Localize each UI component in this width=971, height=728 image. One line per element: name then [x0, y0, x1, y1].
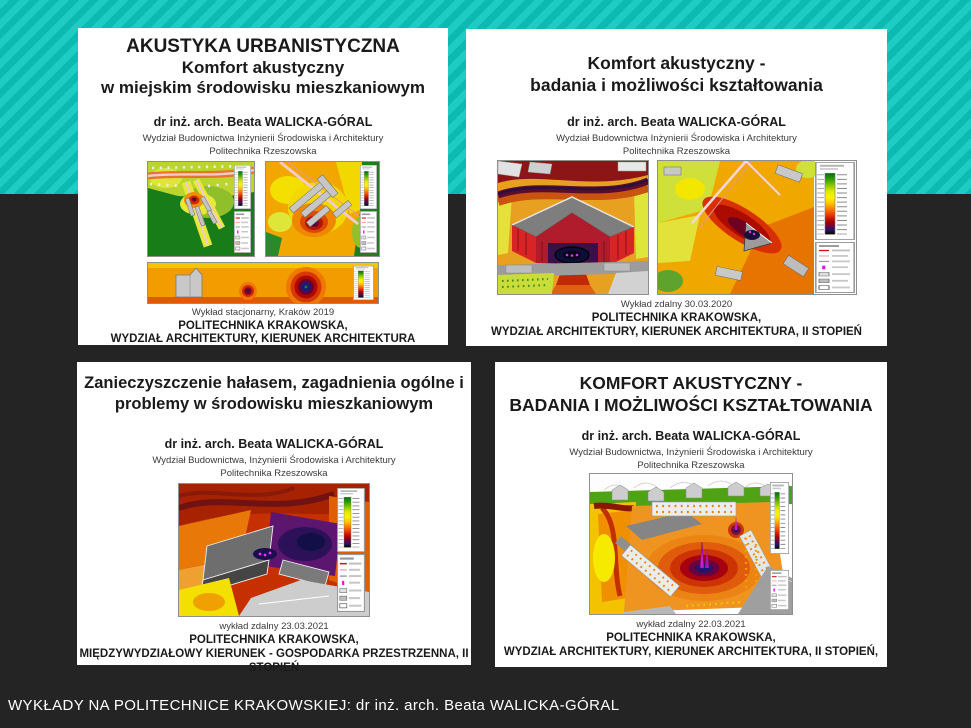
footer-line: WYDZIAŁ ARCHITEKTURY, KIERUNEK ARCHITEKT… [503, 645, 879, 658]
department: Wydział Budownictwa, Inżynierii Środowis… [569, 446, 813, 458]
slide-title: Zanieczyszczenie hałasem, zagadnienia og… [77, 362, 471, 415]
lecture-note: wykład zdalny 23.03.2021 [219, 621, 329, 633]
noise-map-row [495, 472, 887, 615]
slide-komfort-akustyczny-2020: Komfort akustyczny - badania i możliwośc… [466, 29, 887, 346]
slide-title-line: KOMFORT AKUSTYCZNY - [579, 373, 803, 393]
lecture-note: Wykład zdalny 30.03.2020 [620, 298, 733, 310]
footer-line: POLITECHNIKA KRAKOWSKA, [189, 634, 359, 647]
university: Politechnika Rzeszowska [220, 468, 328, 480]
slide-akustyka-urbanistyczna: AKUSTYKA URBANISTYCZNA Komfort akustyczn… [78, 28, 448, 345]
slide-title-line: problemy w środowisku mieszkaniowym [114, 395, 434, 414]
lecture-note: Wykład stacjonarny, Kraków 2019 [191, 306, 335, 318]
slide-title: KOMFORT AKUSTYCZNY - BADANIA I MOŻLIWOŚC… [495, 362, 887, 417]
slide-zanieczyszczenie-halasem: Zanieczyszczenie hałasem, zagadnienia og… [77, 362, 471, 674]
university: Politechnika Rzeszowska [622, 145, 731, 157]
slide-title-line: BADANIA I MOŻLIWOŚCI KSZTAŁTOWANIA [509, 394, 873, 415]
noise-map-plan-orange [264, 160, 380, 257]
noise-map-cross-section [147, 261, 379, 304]
author: dr inż. arch. Beata WALICKA-GÓRAL [567, 114, 786, 129]
lecture-note: wykład zdalny 22.03.2021 [636, 618, 746, 630]
noise-map-row [78, 160, 448, 257]
footer-line: POLITECHNIKA KRAKOWSKA, [591, 311, 762, 324]
noise-map-3d-dark [178, 483, 370, 618]
slide-title-line: w miejskim środowisku mieszkaniowym [100, 78, 426, 98]
footer-line: WYDZIAŁ ARCHITEKTURY, KIERUNEK ARCHITEKT… [110, 333, 416, 346]
slide-title-line: Komfort akustyczny [181, 58, 345, 78]
university: Politechnika Rzeszowska [209, 145, 317, 157]
noise-map-row [466, 159, 887, 295]
department: Wydział Budownictwa Inżynierii Środowisk… [142, 132, 384, 144]
noise-map-plan-green [146, 160, 255, 257]
university: Politechnika Rzeszowska [637, 459, 745, 471]
author: dr inż. arch. Beata WALICKA-GÓRAL [164, 437, 384, 452]
slide-title-line: Komfort akustyczny - [587, 53, 766, 73]
slide-title-line: Zanieczyszczenie hałasem, zagadnienia og… [84, 374, 464, 392]
slide-title-line: badania i możliwości kształtowania [530, 74, 823, 95]
slide-title: AKUSTYKA URBANISTYCZNA Komfort akustyczn… [78, 28, 448, 99]
author: dr inż. arch. Beata WALICKA-GÓRAL [581, 428, 801, 443]
footer-line: POLITECHNIKA KRAKOWSKA, [178, 319, 348, 332]
footer-line: POLITECHNIKA KRAKOWSKA, [606, 631, 776, 644]
noise-map-row [77, 483, 471, 618]
department: Wydział Budownictwa Inżynierii Środowisk… [556, 132, 797, 144]
noise-map-row [78, 261, 448, 304]
collage-caption: WYKŁADY NA POLITECHNICE KRAKOWSKIEJ: dr … [8, 697, 620, 714]
noise-map-3d-courtyard [589, 472, 793, 615]
department: Wydział Budownictwa, Inżynierii Środowis… [152, 455, 396, 467]
noise-map-3d-building [496, 159, 649, 295]
slide-komfort-akustyczny-2021: KOMFORT AKUSTYCZNY - BADANIA I MOŻLIWOŚC… [495, 362, 887, 667]
footer-line: MIĘDZYWYDZIAŁOWY KIERUNEK - GOSPODARKA P… [79, 648, 469, 674]
author: dr inż. arch. Beata WALICKA-GÓRAL [153, 114, 373, 129]
footer-line: WYDZIAŁ ARCHITEKTURY, KIERUNEK ARCHITEKT… [491, 325, 862, 338]
slide-title: Komfort akustyczny - badania i możliwośc… [466, 29, 887, 97]
noise-map-plan-with-legend [656, 159, 857, 295]
slide-title-line: AKUSTYKA URBANISTYCZNA [126, 36, 400, 57]
